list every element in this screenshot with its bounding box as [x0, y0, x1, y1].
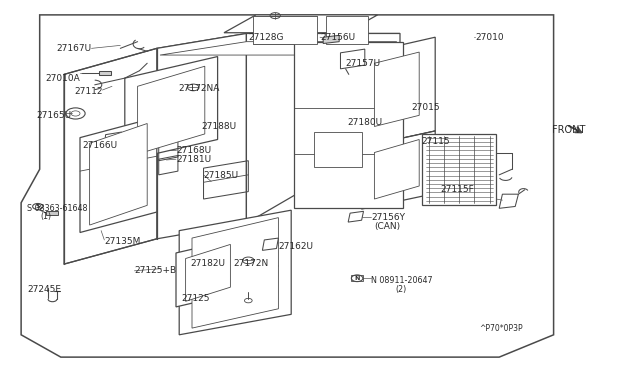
Polygon shape — [179, 210, 291, 335]
Polygon shape — [224, 15, 378, 33]
Text: (CAN): (CAN) — [374, 222, 400, 231]
Polygon shape — [138, 66, 205, 154]
Polygon shape — [176, 238, 240, 307]
Polygon shape — [160, 42, 397, 55]
Text: 27015: 27015 — [411, 103, 440, 112]
Text: 27165U: 27165U — [36, 111, 72, 120]
Polygon shape — [157, 33, 246, 239]
Text: 27112: 27112 — [74, 87, 102, 96]
Text: 27162U: 27162U — [278, 242, 314, 251]
Text: (2): (2) — [396, 285, 407, 294]
Bar — [99, 71, 111, 75]
Polygon shape — [374, 140, 419, 199]
Polygon shape — [362, 37, 435, 147]
Text: 27125: 27125 — [181, 294, 210, 303]
Text: N 08911-20647: N 08911-20647 — [371, 276, 433, 285]
Text: 27245E: 27245E — [27, 285, 61, 294]
Text: 27156Y: 27156Y — [371, 213, 405, 222]
Polygon shape — [125, 57, 218, 161]
Polygon shape — [294, 42, 403, 208]
Polygon shape — [186, 244, 230, 301]
Bar — [422, 134, 496, 205]
Text: 27157U: 27157U — [346, 59, 381, 68]
Text: 27185U: 27185U — [204, 171, 239, 180]
Text: S 08363-61648: S 08363-61648 — [27, 204, 88, 213]
Text: 27168U: 27168U — [176, 146, 211, 155]
Text: 27180U: 27180U — [347, 118, 382, 126]
Polygon shape — [374, 52, 419, 126]
Polygon shape — [64, 48, 157, 264]
Text: 27182U: 27182U — [191, 259, 226, 267]
Text: 27010A: 27010A — [45, 74, 80, 83]
Polygon shape — [323, 35, 339, 44]
Text: 27167U: 27167U — [56, 44, 92, 53]
Text: 27188U: 27188U — [202, 122, 237, 131]
Polygon shape — [21, 15, 554, 357]
Text: FRONT: FRONT — [552, 125, 585, 135]
Text: 27135M: 27135M — [104, 237, 141, 246]
Text: 27128G: 27128G — [248, 33, 284, 42]
Text: ^P70*0P3P: ^P70*0P3P — [479, 324, 522, 333]
Bar — [253, 16, 317, 44]
Text: 27125+B: 27125+B — [134, 266, 177, 275]
Polygon shape — [157, 33, 400, 48]
Text: 27115F: 27115F — [440, 185, 474, 194]
Bar — [314, 132, 362, 167]
Polygon shape — [192, 218, 278, 328]
Text: (1): (1) — [40, 212, 51, 221]
Polygon shape — [90, 124, 147, 225]
Text: S: S — [35, 204, 40, 209]
Text: 27172NA: 27172NA — [178, 84, 220, 93]
Polygon shape — [246, 33, 400, 223]
Polygon shape — [362, 131, 435, 209]
Text: 27115: 27115 — [421, 137, 450, 146]
Text: 27010: 27010 — [475, 33, 504, 42]
Bar — [326, 16, 368, 44]
Polygon shape — [80, 117, 157, 232]
Text: 27181U: 27181U — [176, 155, 211, 164]
Text: N: N — [355, 276, 360, 281]
Text: 27166U: 27166U — [82, 141, 117, 150]
Text: 27172N: 27172N — [234, 259, 269, 267]
Bar — [46, 211, 58, 215]
Text: 27156U: 27156U — [320, 33, 355, 42]
